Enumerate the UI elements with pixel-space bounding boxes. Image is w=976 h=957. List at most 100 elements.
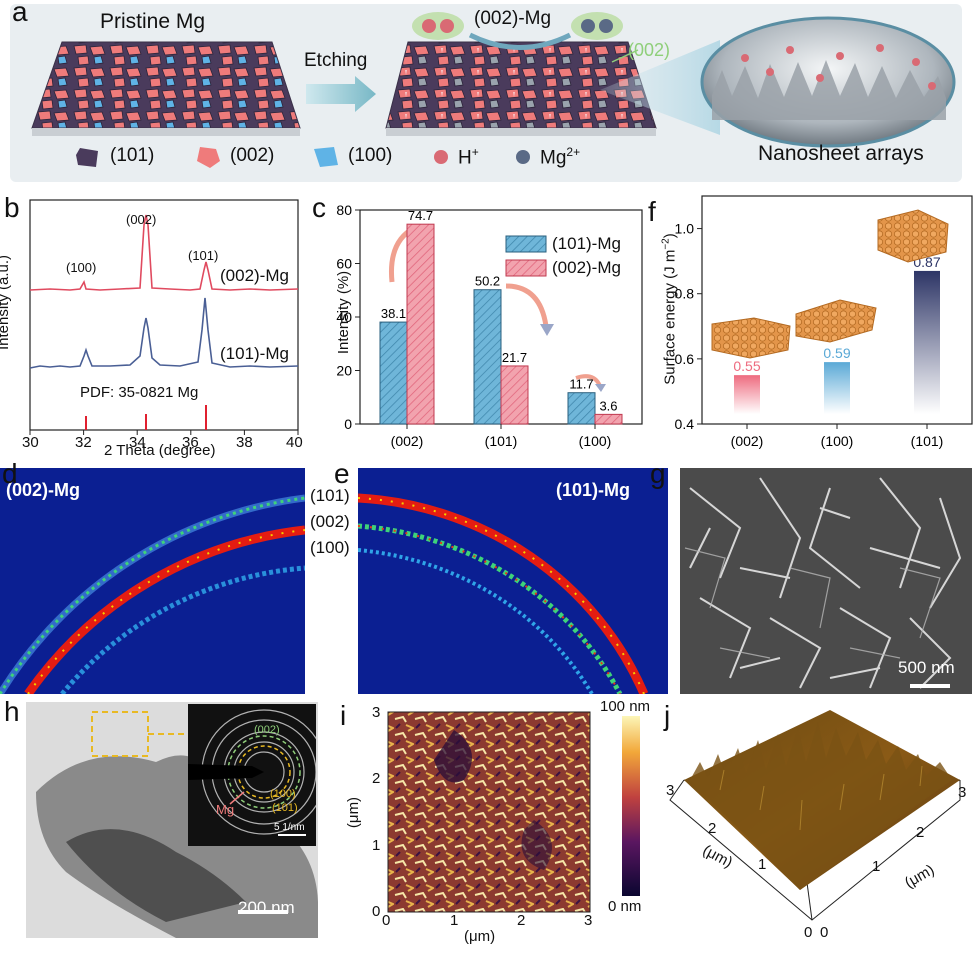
peak-label-101: (101) — [188, 248, 219, 263]
bar-value-label: 74.7 — [408, 208, 433, 223]
chart-f-ytick-label: 0.8 — [675, 286, 695, 302]
sem-scalebar-label: 500 nm — [898, 658, 955, 677]
chart-f-ytick-label: 0.6 — [675, 351, 695, 367]
legend-label-101-mg: (101)-Mg — [552, 234, 621, 253]
crystal-101-icon — [877, 209, 949, 263]
panel-h-tem-image: 200 nm (002) (100) (101) Mg 5 1/nm — [26, 702, 318, 938]
panel-d-detector-image: (002)-Mg — [0, 468, 305, 694]
afm-colorbar-max: 100 nm — [600, 698, 651, 715]
panel-e-title: (101)-Mg — [556, 480, 631, 500]
legend-label-002-mg: (002)-Mg — [552, 258, 621, 277]
panel-label-g: g — [650, 458, 666, 489]
afm3d-right-tick-2: 2 — [916, 824, 925, 841]
xtick-40: 40 — [286, 434, 303, 451]
saed-label-mg: Mg — [216, 802, 235, 817]
saed-inset: (002) (100) (101) Mg 5 1/nm — [188, 704, 318, 846]
chart-c-ytick-label: 80 — [336, 202, 352, 218]
panel-label-e: e — [334, 458, 350, 489]
tem-scalebar-label: 200 nm — [238, 898, 295, 917]
panel-e-detector-image: (101)-Mg — [358, 468, 668, 694]
arrow-100-down — [575, 374, 602, 387]
surface-energy-chart: 0.40.60.81.00.55(002)0.59(100)0.87(101) — [675, 195, 973, 449]
legend-swatch-002-mg — [505, 259, 547, 277]
saed-label-002: (002) — [254, 724, 280, 736]
panel-a-legend: (101) (002) (100) H+ Mg2+ — [74, 143, 734, 173]
chart-c-category-label: (002) — [391, 433, 424, 449]
grain-002-icon — [197, 147, 220, 168]
nanosheet-arrays-label: Nanosheet arrays — [758, 142, 924, 165]
xtick-36: 36 — [182, 434, 199, 451]
grain-101-icon — [76, 148, 98, 167]
ring-label-100: (100) — [310, 538, 350, 557]
afm3d-left-tick-0: 0 — [804, 924, 813, 941]
bar-value-label: 21.7 — [502, 350, 527, 365]
series-label-002-mg: (002)-Mg — [220, 266, 289, 285]
proton-icon — [434, 150, 448, 164]
bar-002-mg — [500, 365, 529, 425]
panel-label-d: d — [2, 458, 18, 489]
panel-label-b: b — [4, 192, 20, 223]
afm3d-left-tick-2: 2 — [708, 820, 717, 837]
chart-f-category-label: (100) — [821, 433, 854, 449]
xtick-32: 32 — [75, 434, 92, 451]
panel-g-sem-image: 500 nm — [680, 468, 972, 694]
panel-b: 30 32 34 36 38 40 2 Theta (degree) Inten… — [0, 190, 305, 460]
afm-xtick-2: 2 — [517, 912, 526, 929]
afm-ylabel: (μm) — [345, 796, 363, 829]
saed-label-100: (100) — [270, 788, 296, 800]
bar-101-mg — [473, 289, 502, 425]
xtick-38: 38 — [236, 434, 253, 451]
chart-f-ylabel: Surface energy (J m−2) — [660, 233, 679, 385]
intensity-bar-chart: 0 20 40 60 80 38.1 74.7 (002) 50.2 21.7 (101) 11.7 3… — [336, 202, 643, 449]
afm3d-right-tick-3: 3 — [958, 784, 967, 801]
pdf-reference-label: PDF: 35-0821 Mg — [80, 384, 199, 401]
ring-label-101: (101) — [310, 486, 350, 505]
afm-ytick-3: 3 — [372, 704, 381, 721]
xrd-ylabel: Intensity (a.u.) — [0, 254, 13, 351]
saed-pattern — [188, 709, 318, 836]
peak-label-002: (002) — [126, 212, 157, 227]
sem-scalebar — [910, 684, 950, 688]
xtick-30: 30 — [22, 434, 39, 451]
chart-c-ytick-label: 60 — [336, 256, 352, 272]
afm-xtick-3: 3 — [584, 912, 593, 929]
surface-energy-value: 0.59 — [823, 345, 850, 361]
etched-mg-label: (002)-Mg — [474, 8, 552, 29]
chart-c-ytick-label: 0 — [344, 416, 352, 432]
afm-ytick-1: 1 — [372, 837, 381, 854]
afm-ytick-2: 2 — [372, 770, 381, 787]
chart-c-category-label: (100) — [579, 433, 612, 449]
panel-d-title: (002)-Mg — [6, 480, 81, 500]
grain-100-icon — [314, 147, 338, 167]
afm3d-left-tick-3: 3 — [666, 782, 675, 799]
afm3d-right-tick-0: 0 — [820, 924, 829, 941]
panel-j: 3 2 1 0 0 1 2 3 (μm) (μm) — [660, 700, 976, 950]
panel-label-h: h — [4, 696, 20, 727]
legend-mg-label: Mg2+ — [540, 145, 581, 169]
bar-value-label: 11.7 — [569, 377, 593, 392]
xrd-xlabel: 2 Theta (degree) — [104, 442, 216, 459]
legend-swatch-101-mg — [505, 235, 547, 253]
ring-label-002: (002) — [310, 512, 350, 531]
panel-label-i: i — [340, 700, 347, 731]
crystal-100-icon — [795, 299, 877, 343]
afm-xtick-1: 1 — [450, 912, 459, 929]
xtick-34: 34 — [129, 434, 146, 451]
afm-xtick-0: 0 — [382, 912, 391, 929]
xrd-plot — [29, 199, 299, 435]
bar-value-label: 50.2 — [475, 274, 500, 289]
tem-scalebar — [238, 910, 288, 914]
chart-c-category-label: (101) — [485, 433, 518, 449]
panel-label-j: j — [664, 700, 671, 731]
surface-energy-bar — [734, 375, 760, 414]
panel-label-a: a — [12, 0, 28, 27]
legend-100-label: (100) — [348, 145, 393, 166]
panel-i: 0 1 2 3 0 1 2 3 (μm) (μm) 100 nm 0 nm — [334, 698, 674, 950]
xrd-trace-101-mg — [29, 297, 299, 369]
bar-101-mg — [379, 321, 408, 425]
panel-c: 0 20 40 60 80 38.1 74.7 (002) 50.2 21.7 (101) 11.7 3… — [310, 190, 650, 460]
bar-002-mg — [406, 223, 435, 425]
afm-colorbar-min: 0 nm — [608, 898, 642, 915]
chart-c-ylabel: Intensity (%) — [335, 270, 353, 355]
afm-map-image — [388, 712, 590, 912]
